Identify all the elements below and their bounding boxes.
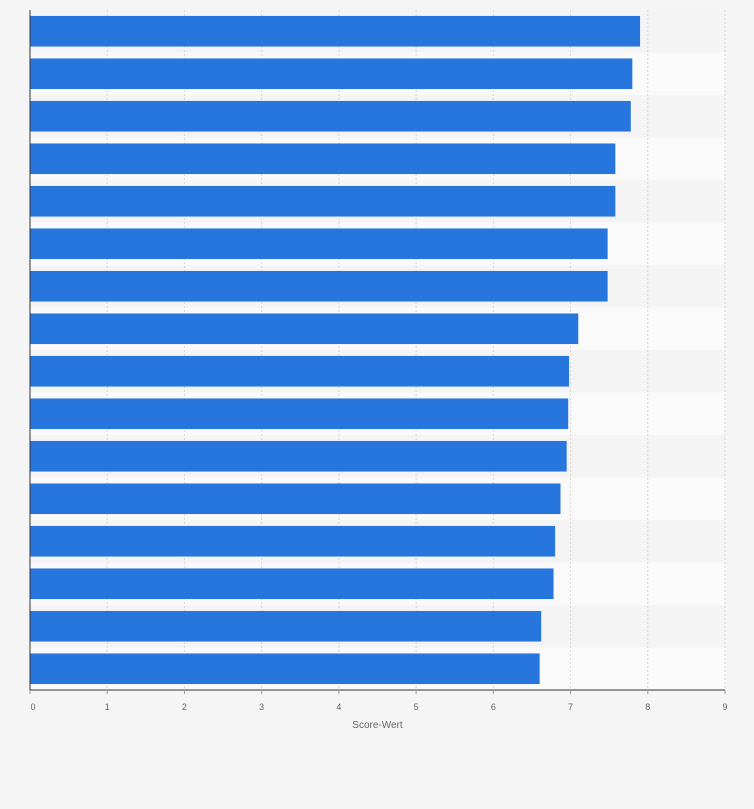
bar[interactable]	[30, 228, 608, 260]
bar[interactable]	[30, 270, 608, 302]
x-tick-label: 5	[414, 702, 419, 712]
bar[interactable]	[30, 610, 542, 642]
x-tick-label: 3	[259, 702, 264, 712]
bar[interactable]	[30, 313, 579, 345]
x-tick-label: 0	[30, 702, 35, 712]
x-tick-label: 6	[491, 702, 496, 712]
x-tick-label: 8	[645, 702, 650, 712]
x-tick-label: 2	[182, 702, 187, 712]
bar[interactable]	[30, 143, 616, 175]
bar[interactable]	[30, 398, 569, 430]
x-tick-label: 9	[722, 702, 727, 712]
bar[interactable]	[30, 440, 567, 472]
x-tick-label: 1	[105, 702, 110, 712]
bar[interactable]	[30, 525, 556, 557]
bars	[30, 15, 641, 685]
x-tick-label: 4	[336, 702, 341, 712]
x-tick-label: 7	[568, 702, 573, 712]
bar[interactable]	[30, 483, 561, 515]
bar[interactable]	[30, 355, 570, 387]
bar[interactable]	[30, 568, 554, 600]
bar[interactable]	[30, 15, 641, 47]
bar[interactable]	[30, 58, 633, 90]
bar[interactable]	[30, 185, 616, 217]
x-tick-labels: 0 1 2 3 4 5 6 7 8 9	[29, 690, 728, 712]
x-axis-title: Score-Wert	[352, 720, 403, 731]
bar[interactable]	[30, 653, 540, 685]
bar[interactable]	[30, 100, 631, 132]
